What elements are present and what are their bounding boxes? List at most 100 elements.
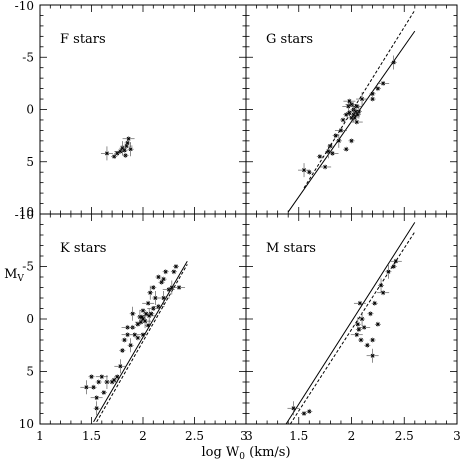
data-point (355, 104, 362, 119)
data-point (358, 324, 371, 330)
data-point (364, 342, 371, 348)
y-tick-label: -10 (15, 208, 34, 222)
panel-title: M stars (266, 241, 316, 256)
data-point (371, 300, 378, 306)
data-point (340, 117, 347, 123)
data-point (356, 92, 369, 107)
x-tick-label: 3 (240, 429, 248, 443)
data-point (350, 107, 357, 122)
data-point (390, 55, 397, 70)
y-axis-label-main: M (4, 267, 17, 282)
data-point (369, 91, 376, 97)
data-point (145, 322, 152, 328)
data-point (140, 332, 146, 338)
data-point (334, 127, 347, 133)
data-point (378, 278, 385, 293)
data-point (119, 348, 126, 353)
data-point (326, 150, 339, 156)
data-point (343, 98, 356, 104)
data-point (327, 143, 334, 149)
x-tick-label: 1.5 (82, 429, 101, 443)
data-point (121, 147, 128, 153)
data-point (80, 380, 93, 395)
data-point (377, 80, 390, 86)
data-point (306, 169, 313, 175)
data-point (369, 337, 376, 343)
data-point (111, 377, 118, 383)
data-point (170, 269, 177, 275)
data-point (114, 359, 127, 374)
data-point (343, 146, 350, 152)
data-point (124, 140, 131, 146)
data-point (143, 311, 150, 317)
y-tick-label: -5 (22, 260, 34, 274)
dashed-fit-line (289, 231, 416, 425)
data-point (128, 332, 141, 338)
data-point (158, 279, 165, 285)
data-point (352, 109, 359, 115)
data-point (121, 324, 134, 330)
data-point (147, 306, 160, 311)
data-point (134, 335, 141, 341)
data-point (122, 136, 135, 142)
data-point (306, 408, 313, 414)
y-tick-label: 5 (26, 365, 34, 379)
data-point (316, 154, 323, 160)
data-point (100, 146, 113, 161)
y-tick-label: 10 (19, 205, 34, 219)
data-point (348, 138, 355, 144)
data-point (139, 314, 152, 329)
panel-2: G stars (245, 4, 458, 215)
data-point (350, 119, 363, 125)
data-point (332, 133, 339, 139)
data-point (90, 395, 103, 401)
y-tick-label: 0 (26, 103, 34, 117)
x-tick-label: 3 (453, 429, 461, 443)
x-tick-label: 2 (348, 429, 356, 443)
data-point (377, 290, 390, 296)
data-point (369, 96, 376, 102)
y-tick-label: -10 (15, 0, 34, 13)
data-point (155, 274, 162, 280)
data-point (298, 163, 311, 178)
data-point (172, 264, 179, 269)
solid-fit-line (93, 260, 188, 423)
y-tick-label: 5 (26, 155, 34, 169)
x-axis-label-units: (km/s) (245, 445, 291, 460)
y-tick-label: 10 (19, 417, 34, 431)
data-point (162, 287, 175, 293)
solid-fit-line (285, 222, 416, 425)
data-point (162, 269, 169, 275)
y-axis-label-sub: V (16, 274, 24, 284)
data-point (121, 337, 128, 343)
panel-4: 3 1.5 2 2.5 3 M stars (245, 213, 461, 443)
data-point (353, 300, 366, 306)
data-point (350, 103, 363, 109)
data-point (357, 337, 364, 343)
data-point (345, 101, 358, 107)
data-point (150, 285, 157, 290)
data-point (160, 276, 167, 282)
data-point (140, 308, 146, 314)
panel-title: G stars (266, 32, 313, 47)
data-point (390, 264, 397, 269)
data-point (129, 306, 136, 321)
data-point (325, 144, 332, 159)
panel-title: F stars (60, 32, 106, 47)
data-point (359, 312, 366, 326)
data-point (385, 264, 392, 279)
data-point (122, 152, 129, 158)
data-point (366, 348, 379, 363)
x-tick-label: 1.5 (289, 429, 308, 443)
x-axis-label: log W0 (km/s) (201, 445, 290, 461)
data-point (346, 110, 353, 116)
data-point (389, 258, 402, 264)
x-axis-label-main: log W (201, 445, 239, 460)
data-point (90, 384, 97, 390)
data-point (93, 401, 100, 416)
dashed-fit-line (96, 264, 188, 423)
solid-fit-line (287, 30, 416, 213)
data-point (367, 311, 374, 317)
